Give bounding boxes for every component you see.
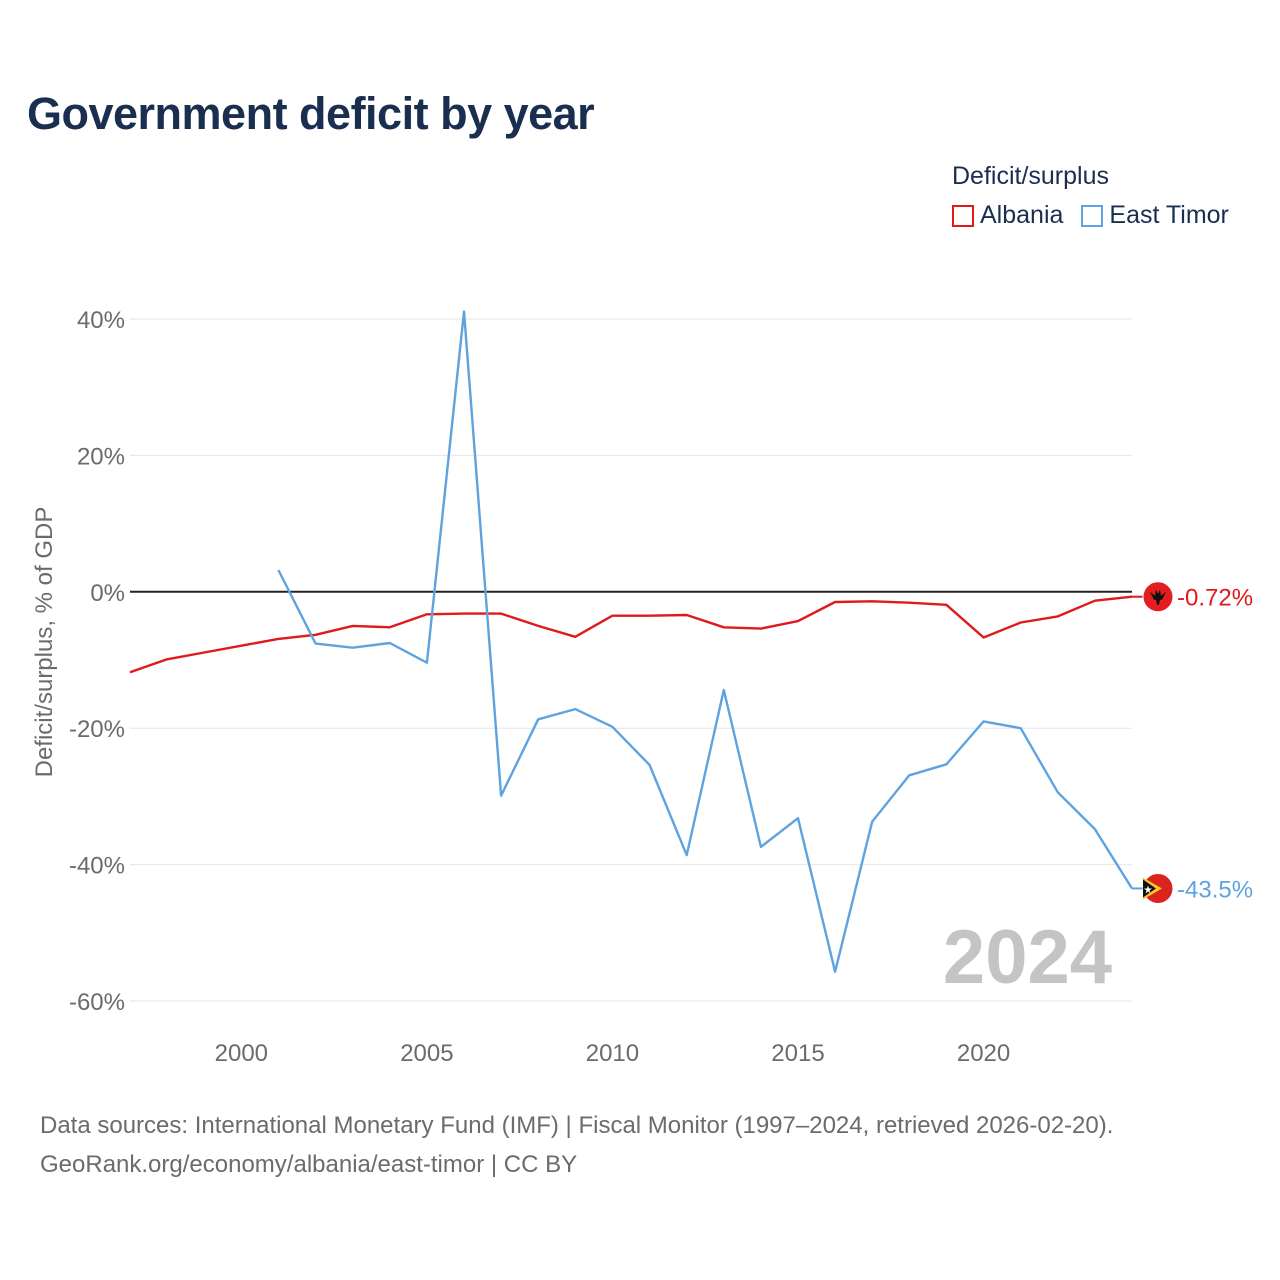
year-watermark: 2024 bbox=[943, 915, 1112, 1000]
y-tick-label: 40% bbox=[77, 307, 125, 334]
y-axis-label: Deficit/surplus, % of GDP bbox=[31, 507, 58, 778]
legend-label-albania: Albania bbox=[980, 201, 1064, 229]
legend-swatch-albania bbox=[952, 204, 974, 227]
legend-swatch-east-timor bbox=[1081, 204, 1104, 227]
footer: Data sources: International Monetary Fun… bbox=[40, 1106, 1113, 1184]
y-tick-label: 20% bbox=[77, 443, 125, 470]
y-tick-label: -60% bbox=[69, 989, 125, 1016]
eagle-emblem bbox=[1150, 589, 1166, 605]
series-line-albania bbox=[129, 595, 1133, 674]
albania-flag-icon bbox=[1142, 581, 1174, 613]
x-tick-label: 2005 bbox=[400, 1040, 453, 1067]
y-tick-label: 0% bbox=[90, 580, 125, 607]
y-tick-label: -20% bbox=[69, 716, 125, 743]
legend-title: Deficit/surplus bbox=[952, 162, 1109, 190]
footer-sources: Data sources: International Monetary Fun… bbox=[40, 1112, 1114, 1139]
footer-link[interactable]: GeoRank.org/economy/albania/east-timor |… bbox=[40, 1151, 578, 1178]
star-icon bbox=[1144, 885, 1152, 894]
x-tick-label: 2020 bbox=[957, 1040, 1010, 1067]
legend-item-albania[interactable]: Albania bbox=[952, 201, 1063, 230]
end-label-albania: -0.72% bbox=[1177, 585, 1253, 612]
y-tick-label: -40% bbox=[69, 853, 125, 880]
line-chart: 40% 20% 0% -20% -40% -60% 2000 2005 2010 2015 2020… bbox=[31, 307, 1253, 1067]
x-tick-label: 2010 bbox=[586, 1040, 639, 1067]
east-timor-flag-icon bbox=[1142, 872, 1174, 904]
end-label-east-timor: -43.5% bbox=[1177, 876, 1253, 903]
legend-item-east-timor[interactable]: East Timor bbox=[1081, 201, 1229, 230]
x-tick-label: 2015 bbox=[771, 1040, 824, 1067]
x-tick-label: 2000 bbox=[215, 1040, 268, 1067]
chart-title: Government deficit by year bbox=[27, 88, 595, 139]
legend-label-east-timor: East Timor bbox=[1109, 201, 1229, 229]
legend: Deficit/surplus Albania East Timor bbox=[952, 162, 1247, 230]
series-line-east-timor bbox=[277, 310, 1134, 973]
